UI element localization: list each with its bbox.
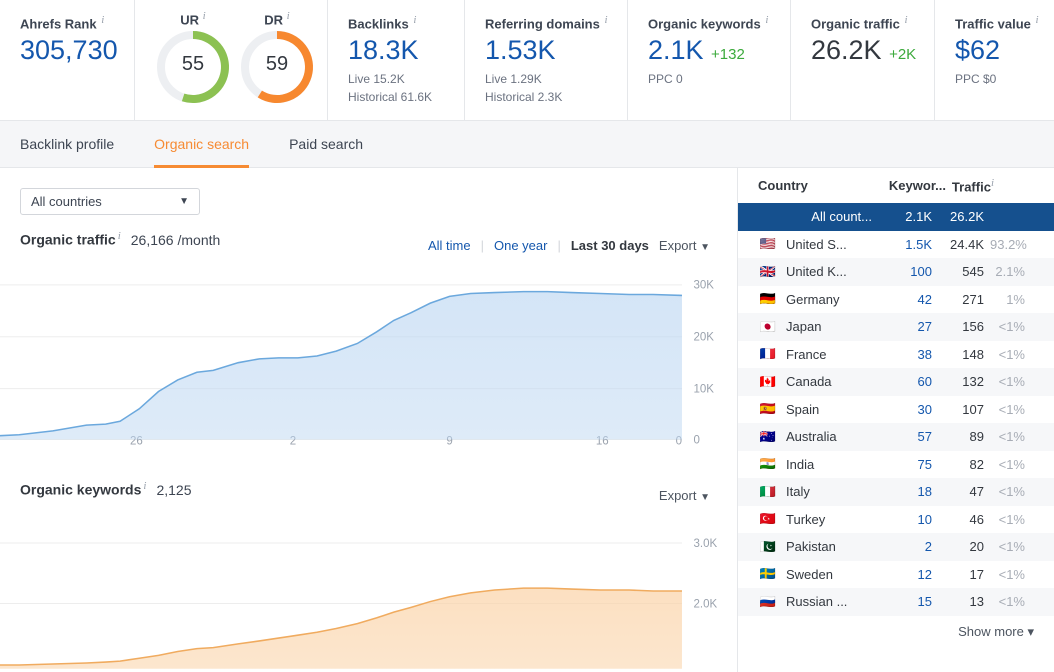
svg-text:3.0K: 3.0K — [694, 538, 718, 550]
svg-text:30K: 30K — [694, 280, 715, 292]
svg-text:2.0K: 2.0K — [694, 598, 718, 610]
svg-text:0: 0 — [694, 434, 700, 446]
svg-text:10K: 10K — [694, 383, 715, 395]
svg-text:20K: 20K — [694, 332, 715, 344]
